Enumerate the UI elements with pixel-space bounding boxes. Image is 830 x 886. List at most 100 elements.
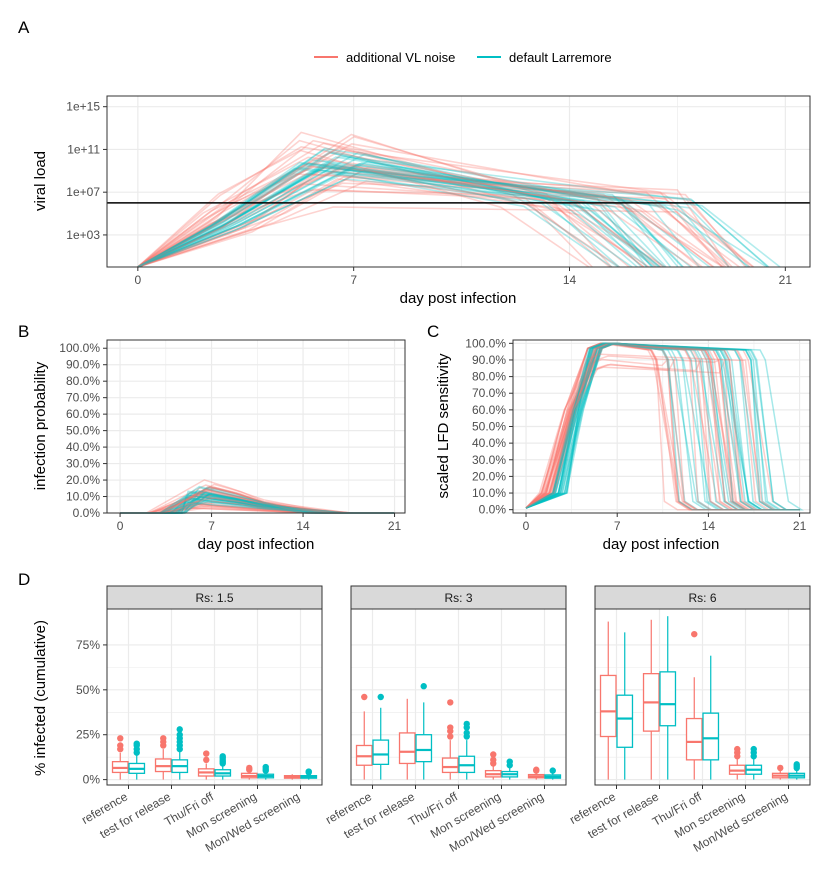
viral-load-line-default bbox=[137, 165, 660, 268]
lfd-sensitivity-line-default bbox=[525, 342, 800, 511]
viral-load-line-noise bbox=[137, 183, 664, 268]
panel-a-x-tick-label: 21 bbox=[779, 273, 793, 287]
viral-load-line-noise bbox=[137, 146, 700, 268]
panel-label-a: A bbox=[18, 18, 30, 37]
box-iqr bbox=[685, 717, 703, 761]
lfd-sensitivity-line-default bbox=[525, 342, 800, 511]
lfd-sensitivity-line-default bbox=[525, 342, 800, 511]
panel-b-y-tick-label: 10.0% bbox=[66, 490, 100, 504]
panel-b-x-axis: 0 7 14 21 bbox=[117, 513, 402, 533]
viral-load-line-default bbox=[137, 155, 770, 268]
box-outlier bbox=[490, 756, 497, 764]
viral-load-line-noise bbox=[137, 149, 590, 268]
lfd-sensitivity-line-noise bbox=[525, 342, 800, 511]
viral-load-line-noise bbox=[137, 170, 703, 268]
panel-c-x-tick-label: 21 bbox=[793, 519, 807, 533]
boxplot-default bbox=[745, 745, 763, 780]
boxplot-noise bbox=[240, 764, 258, 780]
viral-load-line-default bbox=[137, 160, 672, 268]
boxplot-noise bbox=[685, 630, 703, 780]
lfd-sensitivity-line-default bbox=[525, 342, 800, 511]
lfd-sensitivity-line-default bbox=[525, 342, 800, 511]
box-outlier bbox=[691, 630, 698, 638]
panel-b-y-tick-label: 90.0% bbox=[66, 358, 100, 372]
lfd-sensitivity-line-default bbox=[525, 342, 800, 511]
viral-load-line-noise bbox=[137, 149, 723, 268]
panel-b-background bbox=[107, 340, 405, 513]
lfd-sensitivity-line-default bbox=[525, 342, 800, 511]
box-outlier bbox=[246, 764, 253, 772]
boxplot-default bbox=[501, 758, 519, 780]
box-outlier bbox=[447, 724, 454, 731]
boxplot-default bbox=[788, 761, 806, 780]
lfd-sensitivity-line-noise bbox=[525, 342, 800, 511]
panel-c-y-tick-label: 80.0% bbox=[472, 370, 506, 384]
lfd-sensitivity-line-noise bbox=[525, 342, 800, 511]
lfd-sensitivity-line-noise bbox=[525, 355, 800, 511]
panel-b-xlabel: day post infection bbox=[198, 536, 315, 553]
panel-c-y-tick-label: 0.0% bbox=[479, 503, 507, 517]
box-outlier bbox=[447, 699, 454, 706]
panel-a-y-tick-label: 1e+15 bbox=[66, 100, 100, 114]
lfd-sensitivity-line-default bbox=[525, 342, 800, 511]
panel-c-x-tick-label: 0 bbox=[523, 519, 530, 533]
panel-c-ylabel: scaled LFD sensitivity bbox=[435, 353, 452, 499]
box-outlier bbox=[793, 761, 800, 768]
boxplot-default bbox=[544, 767, 562, 780]
panel-d-y-tick-label: 25% bbox=[76, 728, 100, 742]
panel-c-x-tick-label: 7 bbox=[614, 519, 621, 533]
lfd-sensitivity-line-noise bbox=[525, 342, 800, 511]
panel-b-y-tick-label: 0.0% bbox=[73, 506, 101, 520]
lfd-sensitivity-line-noise bbox=[525, 359, 800, 511]
box-outlier bbox=[377, 693, 384, 701]
lfd-sensitivity-line-default bbox=[525, 342, 800, 511]
box-outlier bbox=[133, 740, 140, 747]
boxplot-default bbox=[702, 655, 720, 780]
viral-load-line-default bbox=[137, 159, 679, 268]
viral-load-line-default bbox=[137, 147, 768, 268]
panel-b-y-tick-label: 80.0% bbox=[66, 374, 100, 388]
lfd-sensitivity-line-noise bbox=[525, 342, 800, 511]
boxplot-noise bbox=[484, 751, 502, 780]
box-outlier bbox=[176, 726, 183, 733]
box-outlier bbox=[463, 720, 470, 728]
lfd-sensitivity-line-noise bbox=[525, 342, 800, 511]
lfd-sensitivity-line-noise bbox=[525, 342, 800, 511]
panel-c-y-tick-label: 40.0% bbox=[472, 436, 506, 450]
panel-d-y-tick-label: 0% bbox=[83, 773, 101, 787]
viral-load-line-noise bbox=[137, 135, 612, 268]
lfd-sensitivity-line-default bbox=[525, 342, 800, 511]
boxplot-noise bbox=[398, 698, 416, 780]
panel-c-x-tick-label: 14 bbox=[702, 519, 716, 533]
boxplot-default bbox=[415, 683, 433, 780]
viral-load-line-default bbox=[137, 162, 643, 268]
viral-load-line-noise bbox=[137, 165, 715, 268]
box-outlier bbox=[490, 751, 497, 758]
panel-d-ylabel: % infected (cumulative) bbox=[32, 620, 49, 776]
panel-b: 0 7 14 21 0.0% 10.0% 20.0% 30.0% 40.0% 50.0% 60.0… bbox=[32, 339, 406, 553]
panel-b-y-tick-label: 40.0% bbox=[66, 440, 100, 454]
box-outlier bbox=[420, 683, 427, 690]
viral-load-line-default bbox=[137, 166, 730, 268]
lfd-sensitivity-line-default bbox=[525, 342, 804, 511]
panel-b-y-tick-label: 20.0% bbox=[66, 473, 100, 487]
lfd-sensitivity-line-default bbox=[525, 342, 800, 511]
boxplot-noise bbox=[642, 619, 660, 780]
viral-load-line-default bbox=[137, 151, 665, 268]
panel-c-y-tick-label: 70.0% bbox=[472, 386, 506, 400]
boxplot-noise bbox=[599, 621, 617, 780]
viral-load-line-default bbox=[137, 161, 661, 268]
panel-c-xlabel: day post infection bbox=[603, 536, 720, 553]
panel-a: 0 7 14 21 1e+03 1e+07 1e+11 1e+15 day post inf… bbox=[32, 95, 811, 307]
box-outlier bbox=[117, 742, 124, 749]
boxplot-noise bbox=[441, 699, 459, 780]
box-iqr bbox=[599, 674, 617, 738]
panel-b-y-tick-label: 30.0% bbox=[66, 457, 100, 471]
viral-load-line-noise bbox=[137, 139, 724, 268]
viral-load-line-noise bbox=[137, 206, 733, 268]
panel-c-y-axis: 0.0% 10.0% 20.0% 30.0% 40.0% 50.0% 60.0% 70.0% 8… bbox=[465, 336, 513, 517]
panel-b-x-tick-label: 0 bbox=[117, 519, 124, 533]
viral-load-line-noise bbox=[137, 188, 611, 268]
